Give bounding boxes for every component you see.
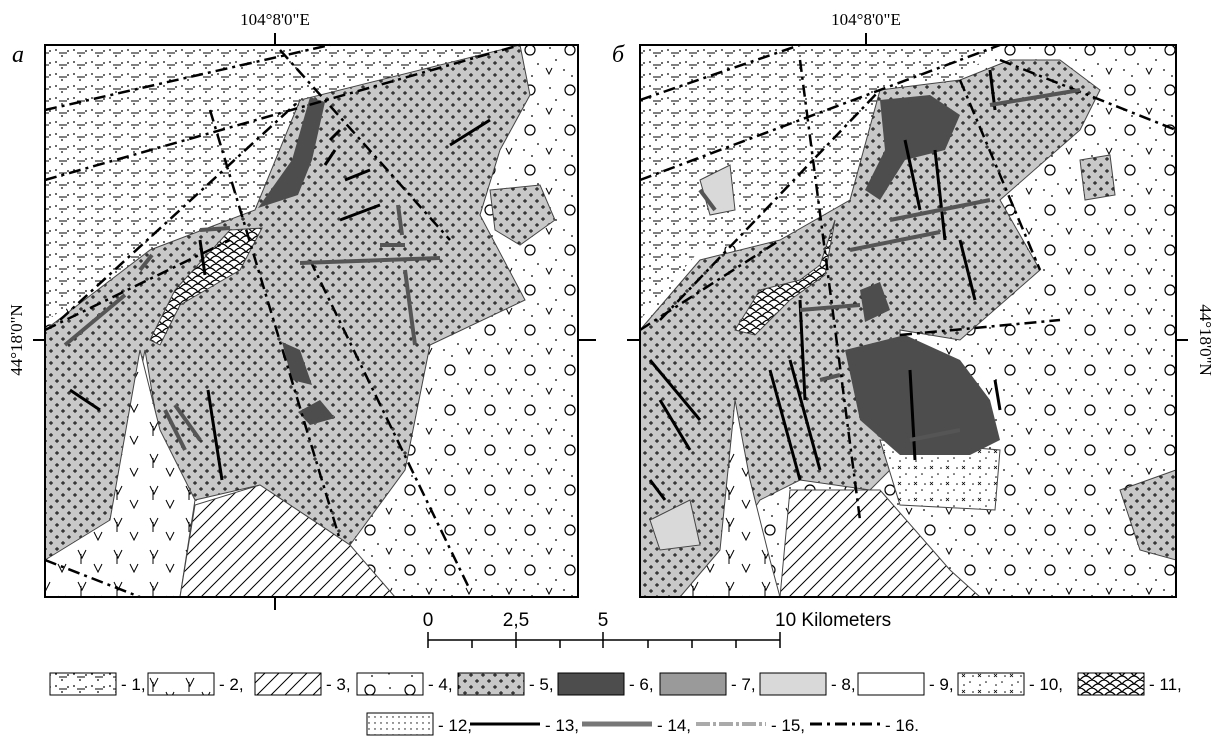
legend-label: - 2,	[219, 675, 244, 694]
legend-label: - 13,	[545, 716, 579, 735]
scale-line	[428, 632, 780, 648]
legend-label: - 7,	[731, 675, 756, 694]
legend-swatch	[50, 673, 116, 695]
map-panel: б 104°8'0"E 44°18'0"N	[612, 10, 1215, 597]
legend-label: - 11,	[1149, 675, 1182, 694]
legend-label: - 4,	[428, 675, 453, 694]
legend-label: - 16.	[885, 716, 919, 735]
legend-label: - 14,	[657, 716, 691, 735]
legend-label: - 10,	[1029, 675, 1063, 694]
legend-swatch	[958, 673, 1024, 695]
coordinate-label: 44°18'0"N	[1196, 304, 1215, 376]
scale-label: 5	[598, 610, 609, 631]
legend-swatch	[1078, 673, 1144, 695]
legend-label: - 5,	[529, 675, 554, 694]
legend-swatch	[458, 673, 524, 695]
legend-swatch	[367, 713, 433, 735]
legend-swatch	[760, 673, 826, 695]
scale-bar: 0 2,5 5 10 Kilometers	[423, 610, 891, 648]
coordinate-label: 44°18'0"N	[7, 304, 26, 376]
legend-swatch	[858, 673, 924, 695]
legend-swatch	[255, 673, 321, 695]
figure: а 104°8'0"E 44°18'0"N б 104°8'0"E 44°18'…	[0, 0, 1216, 743]
legend-label: - 15,	[771, 716, 805, 735]
legend-swatch	[148, 673, 214, 695]
legend-label: - 3,	[326, 675, 351, 694]
scale-label: 0	[423, 610, 434, 631]
coordinate-label: 104°8'0"E	[831, 10, 901, 29]
legend-label: - 6,	[629, 675, 654, 694]
unit-5	[1080, 155, 1115, 200]
legend-label: - 9,	[929, 675, 954, 694]
coordinate-label: 104°8'0"E	[240, 10, 310, 29]
panel-label: а	[12, 42, 24, 68]
legend-swatch	[558, 673, 624, 695]
map-panel: а 104°8'0"E 44°18'0"N	[7, 10, 596, 610]
panel-label: б	[612, 42, 625, 68]
legend-label: - 12,	[438, 716, 472, 735]
scale-label: 2,5	[503, 610, 529, 631]
scale-label: 10 Kilometers	[775, 610, 891, 631]
legend-label: - 1,	[121, 675, 146, 694]
legend-swatch	[660, 673, 726, 695]
legend: - 1, - 2, - 3, - 4, - 5, - 6, - 7, - 8, …	[50, 673, 1182, 735]
legend-swatch	[357, 673, 423, 695]
legend-label: - 8,	[831, 675, 856, 694]
